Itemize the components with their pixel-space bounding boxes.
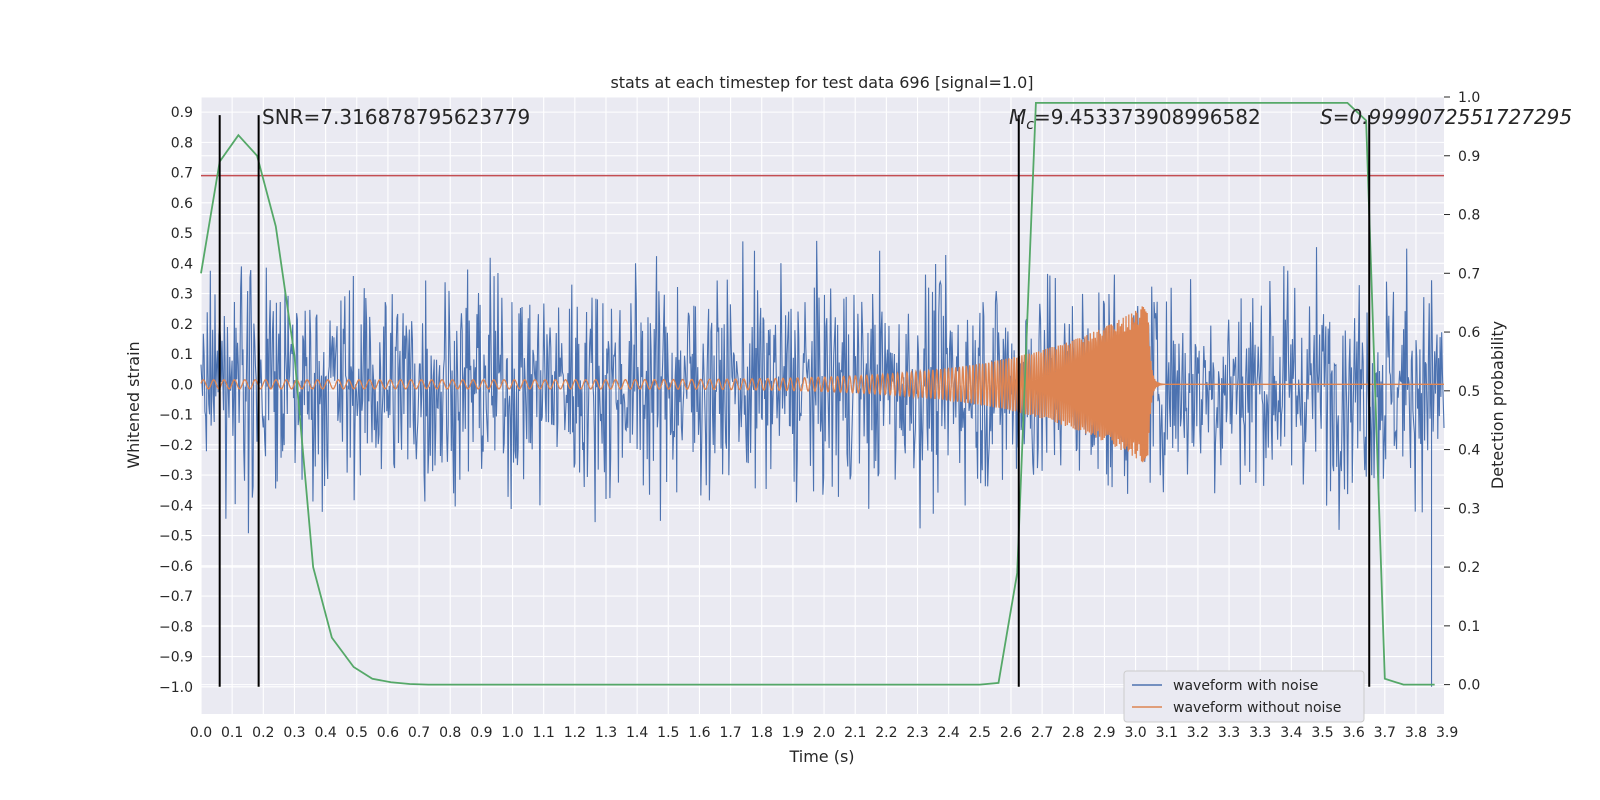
x-tick-label: 0.7 (408, 725, 430, 741)
x-tick-label: 2.0 (813, 725, 835, 741)
y-tick-label: 0.1 (171, 347, 193, 363)
chirp-mass-symbol: M (1009, 105, 1026, 129)
x-tick-label: 3.7 (1374, 725, 1396, 741)
x-tick-label: 0.0 (190, 725, 212, 741)
score-annotation: S=0.9999072551727295 (1320, 105, 1572, 129)
snr-annotation: SNR=7.316878795623779 (262, 105, 530, 129)
x-tick-label: 1.2 (564, 725, 586, 741)
y-tick-label: 0.3 (171, 287, 193, 303)
y-tick-label: 0.6 (171, 196, 193, 212)
x-tick-label: 3.6 (1343, 725, 1365, 741)
x-tick-label: 3.8 (1405, 725, 1427, 741)
y-tick-label: 0.7 (171, 166, 193, 182)
y2-tick-label: 0.8 (1458, 208, 1480, 224)
x-tick-label: 3.3 (1218, 725, 1240, 741)
axis-ticks: 0.9 0.8 0.7 0.6 0.5 0.4 0.3 0.2 0.1 0.0 −0.1 −0.2 −0… (159, 90, 1480, 741)
x-axis-label: Time (s) (788, 747, 854, 766)
x-tick-label: 2.4 (938, 725, 960, 741)
y-tick-label: −0.8 (159, 619, 193, 635)
x-tick-label: 1.4 (626, 725, 648, 741)
x-tick-label: 1.0 (501, 725, 523, 741)
y-tick-label: −0.4 (159, 498, 193, 514)
y-axis-label: Whitened strain (124, 341, 143, 468)
x-tick-label: 2.6 (1000, 725, 1022, 741)
chirp-mass-value: =9.453373908996582 (1034, 105, 1261, 129)
x-tick-label: 0.9 (470, 725, 492, 741)
x-tick-label: 2.8 (1062, 725, 1084, 741)
y-tick-label: 0.5 (171, 226, 193, 242)
chirp-mass-subscript: c (1026, 117, 1034, 133)
series-waveform-with-noise (200, 240, 1445, 687)
y2-tick-label: 0.9 (1458, 149, 1480, 165)
x-tick-label: 3.3 (1249, 725, 1271, 741)
y-tick-label: 0.2 (171, 317, 193, 333)
y-tick-label: −0.3 (159, 468, 193, 484)
x-tick-label: 2.2 (875, 725, 897, 741)
x-tick-label: 2.7 (1031, 725, 1053, 741)
chirp-mass-annotation: Mc=9.453373908996582 (1009, 105, 1261, 133)
x-tick-label: 2.3 (906, 725, 928, 741)
series-waveform-without-noise (200, 306, 1444, 463)
x-tick-label: 2.1 (844, 725, 866, 741)
event-markers (218, 115, 1371, 687)
x-tick-label: 1.7 (719, 725, 741, 741)
x-tick-label: 1.8 (751, 725, 773, 741)
y-tick-label: −0.9 (159, 650, 193, 666)
chart-title: stats at each timestep for test data 696… (610, 73, 1033, 92)
series-detection-probability (200, 101, 1435, 686)
x-tick-label: 0.5 (346, 725, 368, 741)
line-waveform-with-noise (200, 240, 1445, 687)
y-tick-label: −0.6 (159, 559, 193, 575)
legend: waveform with noise waveform without noi… (1123, 670, 1365, 723)
y-tick-label: −0.7 (159, 589, 193, 605)
legend-label-noise: waveform with noise (1173, 678, 1318, 694)
x-tick-label: 1.9 (782, 725, 804, 741)
y2-tick-label: 0.2 (1458, 560, 1480, 576)
y2-tick-label: 0.6 (1458, 325, 1480, 341)
y2-tick-label: 1.0 (1458, 90, 1480, 106)
x-tick-label: 1.1 (533, 725, 555, 741)
x-tick-label: 0.3 (283, 725, 305, 741)
x-tick-label: 1.5 (657, 725, 679, 741)
legend-box (1123, 670, 1365, 723)
x-tick-label: 3.9 (1436, 725, 1458, 741)
x-tick-label: 0.6 (377, 725, 399, 741)
y2-tick-label: 0.1 (1458, 619, 1480, 635)
y-tick-label: 0.9 (171, 105, 193, 121)
line-waveform-without-noise (200, 306, 1444, 463)
x-tick-label: 0.8 (439, 725, 461, 741)
line-detection-probability (200, 101, 1435, 686)
y2-tick-label: 0.0 (1458, 678, 1480, 694)
x-tick-label: 3.4 (1280, 725, 1302, 741)
x-tick-label: 0.1 (221, 725, 243, 741)
y-tick-label: −0.1 (159, 408, 193, 424)
x-tick-label: 2.9 (1093, 725, 1115, 741)
x-tick-label: 3.1 (1156, 725, 1178, 741)
y2-tick-label: 0.5 (1458, 384, 1480, 400)
x-tick-label: 0.4 (314, 725, 336, 741)
y-tick-label: 0.4 (171, 256, 193, 272)
x-tick-label: 1.3 (595, 725, 617, 741)
y2-tick-label: 0.3 (1458, 501, 1480, 517)
y2-tick-label: 0.4 (1458, 443, 1480, 459)
x-tick-label: 3.5 (1311, 725, 1333, 741)
x-tick-label: 0.2 (252, 725, 274, 741)
x-tick-label: 2.5 (969, 725, 991, 741)
x-tick-label: 3.0 (1124, 725, 1146, 741)
y-tick-label: −0.5 (159, 529, 193, 545)
score-symbol: S=0.9999072551727295 (1320, 105, 1572, 129)
x-tick-label: 3.2 (1187, 725, 1209, 741)
y2-axis-label: Detection probability (1488, 321, 1507, 489)
y-tick-label: 0.0 (171, 377, 193, 393)
y-tick-label: 0.8 (171, 135, 193, 151)
y-tick-label: −0.2 (159, 438, 193, 454)
y2-tick-label: 0.7 (1458, 266, 1480, 282)
y-tick-label: −1.0 (159, 680, 193, 696)
legend-label-clean: waveform without noise (1173, 700, 1341, 716)
x-tick-label: 1.6 (688, 725, 710, 741)
